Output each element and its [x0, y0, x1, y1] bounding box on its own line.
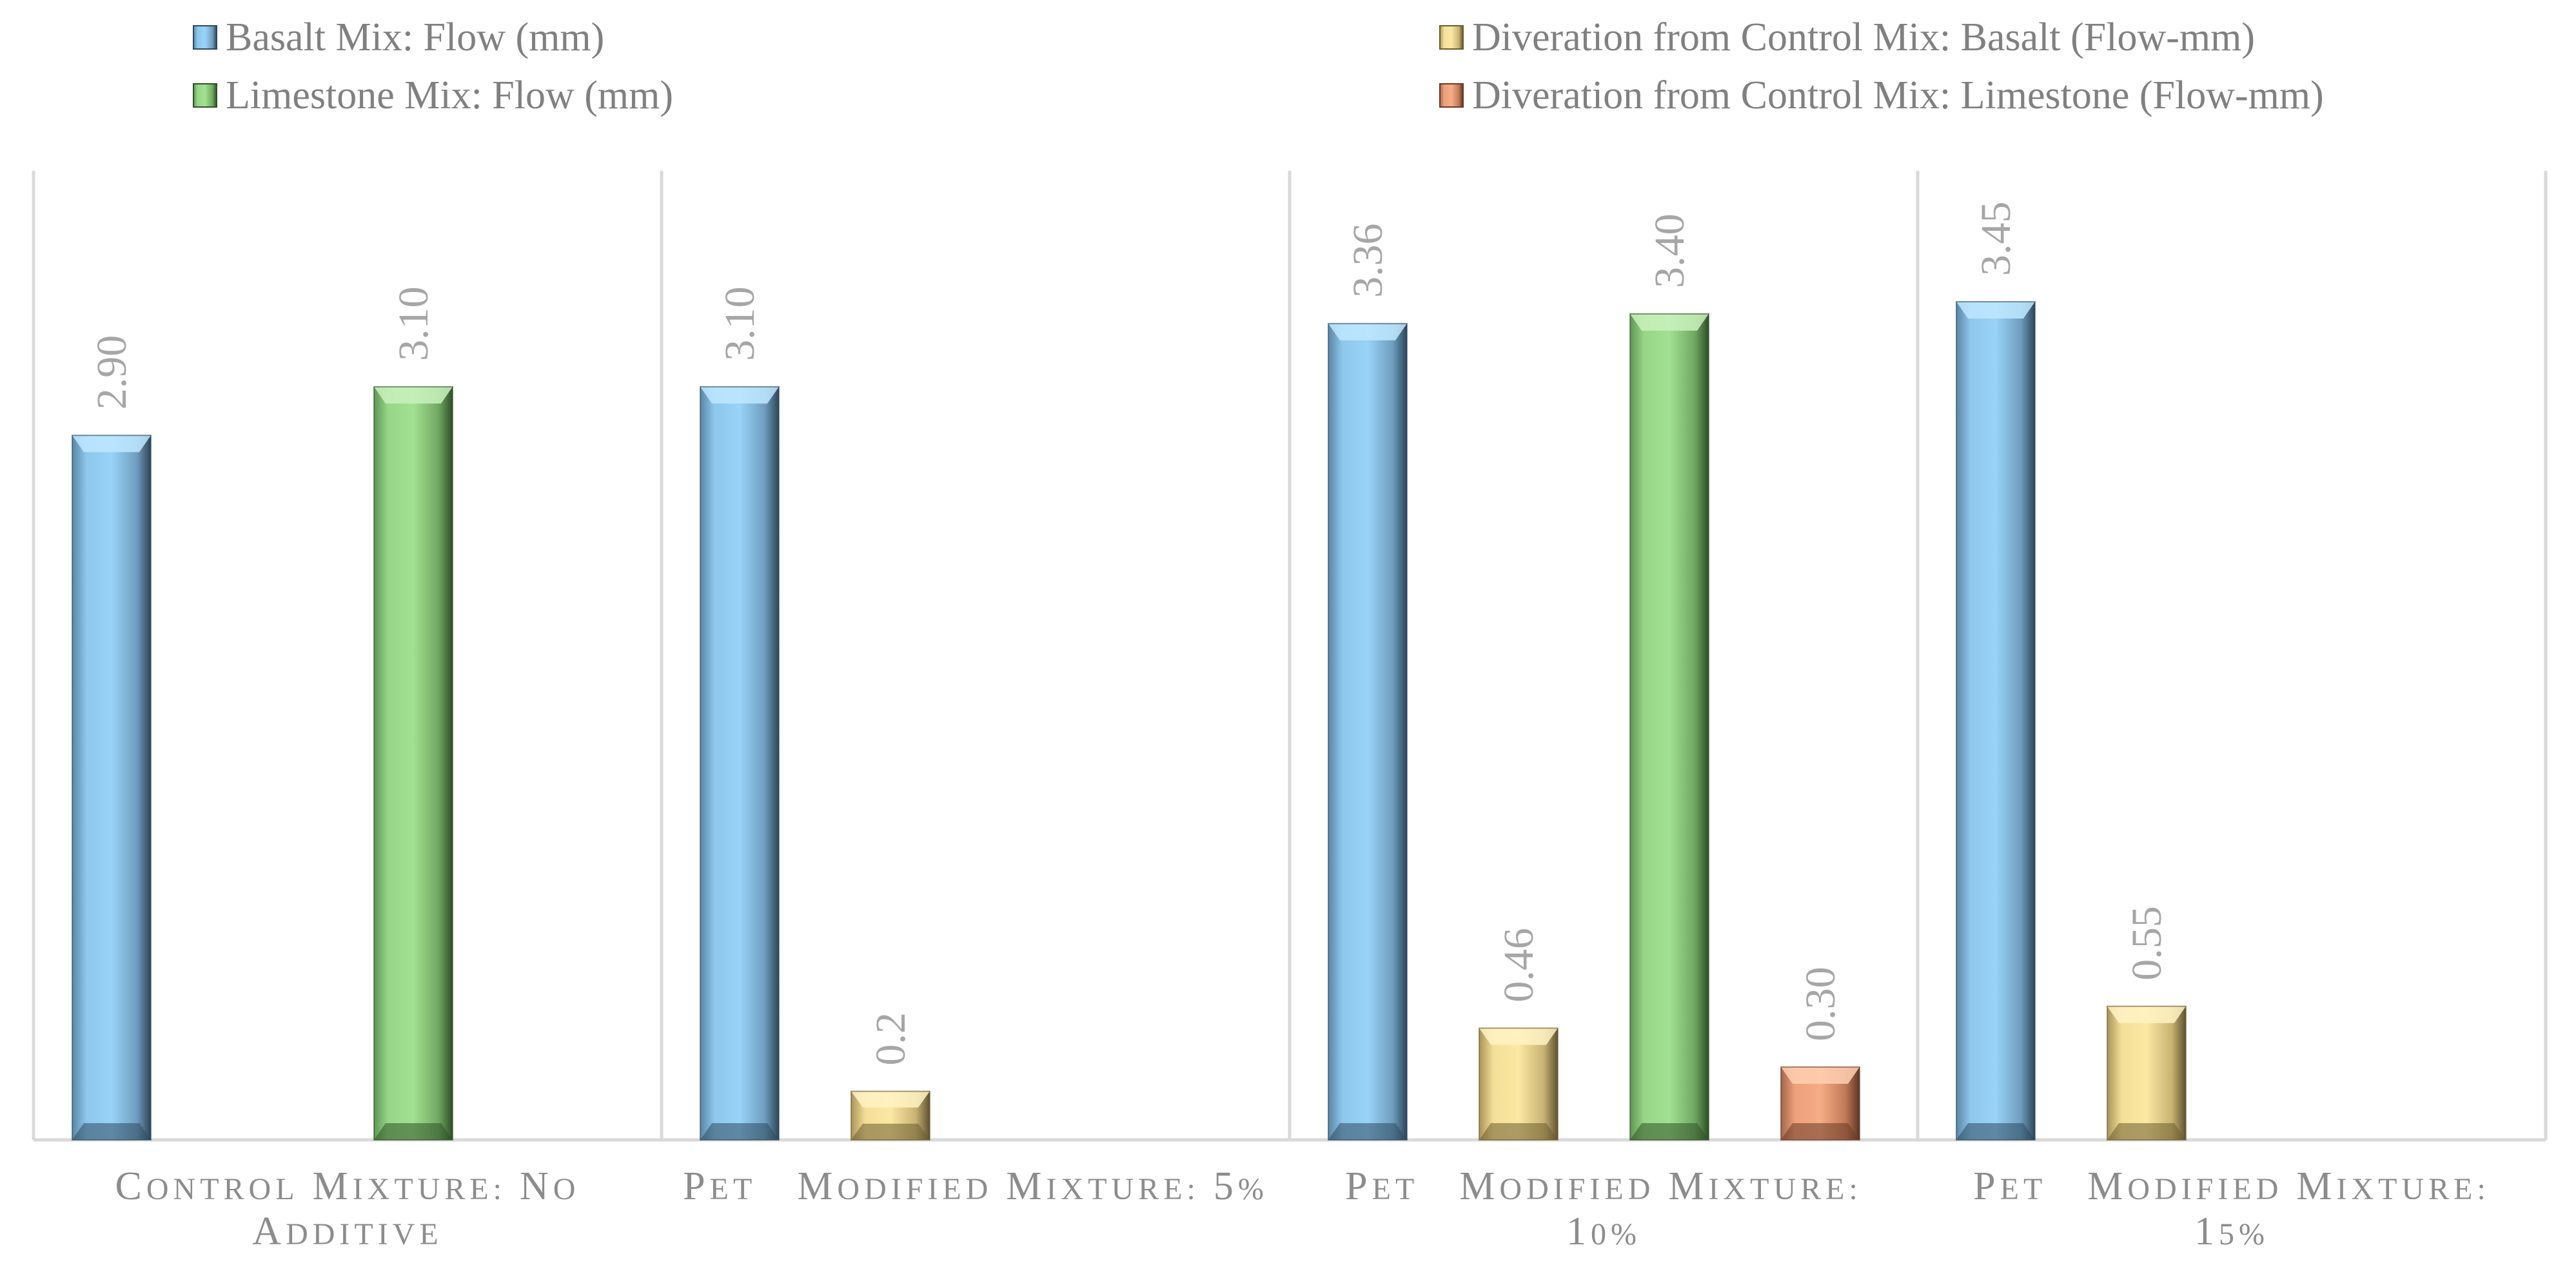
bar-diveration-from-control-mix-basalt-flow-mm-cat-3 — [1479, 1027, 1558, 1141]
data-label-basalt-mix-flow-mm-cat-2: 3.10 — [716, 286, 763, 361]
data-label-basalt-mix-flow-mm-cat-4: 3.45 — [1972, 202, 2020, 277]
data-label-basalt-mix-flow-mm-cat-1: 2.90 — [88, 335, 135, 410]
category-label: ADDITIVE — [252, 1210, 442, 1253]
bar-limestone-mix-flow-mm-cat-1 — [373, 386, 453, 1141]
bars — [72, 301, 2187, 1141]
data-label-limestone-mix-flow-mm-cat-3: 3.40 — [1646, 213, 1693, 288]
legend-label-diveration-from-control-mix-limestone-flow-mm: Diveration from Control Mix: Limestone (… — [1472, 74, 2324, 117]
legend-swatch-diveration-from-control-mix-limestone-flow-mm — [1439, 83, 1464, 108]
bar-basalt-mix-flow-mm-cat-4 — [1956, 301, 2036, 1141]
category-label: PET MODIFIED MIXTURE: — [1345, 1164, 1862, 1208]
bar-basalt-mix-flow-mm-cat-3 — [1328, 322, 1408, 1141]
legend-label-basalt-mix-flow-mm: Basalt Mix: Flow (mm) — [226, 15, 604, 59]
value-labels: 2.90 3.10 3.10 0.2 3.36 0.46 3.40 0.30 3.45 0.55 — [88, 202, 2170, 1066]
category-label: 15% — [2194, 1210, 2269, 1253]
bar-diveration-from-control-mix-limestone-flow-mm-cat-3 — [1780, 1066, 1860, 1141]
bar-basalt-mix-flow-mm-cat-1 — [72, 435, 152, 1141]
legend-swatch-limestone-mix-flow-mm — [193, 83, 217, 108]
legend: Basalt Mix: Flow (mm) Diveration from Con… — [193, 15, 2324, 117]
data-label-diveration-from-control-mix-basalt-flow-mm-cat-4: 0.55 — [2123, 906, 2170, 981]
category-label: CONTROL MIXTURE: NO — [115, 1164, 580, 1208]
legend-label-limestone-mix-flow-mm: Limestone Mix: Flow (mm) — [226, 74, 673, 117]
bar-basalt-mix-flow-mm-cat-2 — [700, 386, 780, 1141]
bar-diveration-from-control-mix-basalt-flow-mm-cat-2 — [850, 1090, 930, 1141]
bar-diveration-from-control-mix-basalt-flow-mm-cat-4 — [2107, 1005, 2187, 1141]
legend-swatch-basalt-mix-flow-mm — [193, 25, 217, 50]
data-label-diveration-from-control-mix-basalt-flow-mm-cat-3: 0.46 — [1495, 928, 1542, 1003]
category-label: PET MODIFIED MIXTURE: — [1973, 1164, 2490, 1208]
data-label-diveration-from-control-mix-basalt-flow-mm-cat-2: 0.2 — [867, 1012, 914, 1066]
data-label-limestone-mix-flow-mm-cat-1: 3.10 — [390, 286, 437, 361]
data-label-diveration-from-control-mix-limestone-flow-mm-cat-3: 0.30 — [1797, 966, 1844, 1041]
category-label: PET MODIFIED MIXTURE: 5% — [683, 1164, 1268, 1208]
data-label-basalt-mix-flow-mm-cat-3: 3.36 — [1344, 223, 1391, 298]
category-label: 10% — [1566, 1210, 1641, 1253]
bar-limestone-mix-flow-mm-cat-3 — [1629, 313, 1709, 1141]
legend-swatch-diveration-from-control-mix-basalt-flow-mm — [1439, 25, 1464, 50]
legend-label-diveration-from-control-mix-basalt-flow-mm: Diveration from Control Mix: Basalt (Flo… — [1472, 15, 2255, 59]
